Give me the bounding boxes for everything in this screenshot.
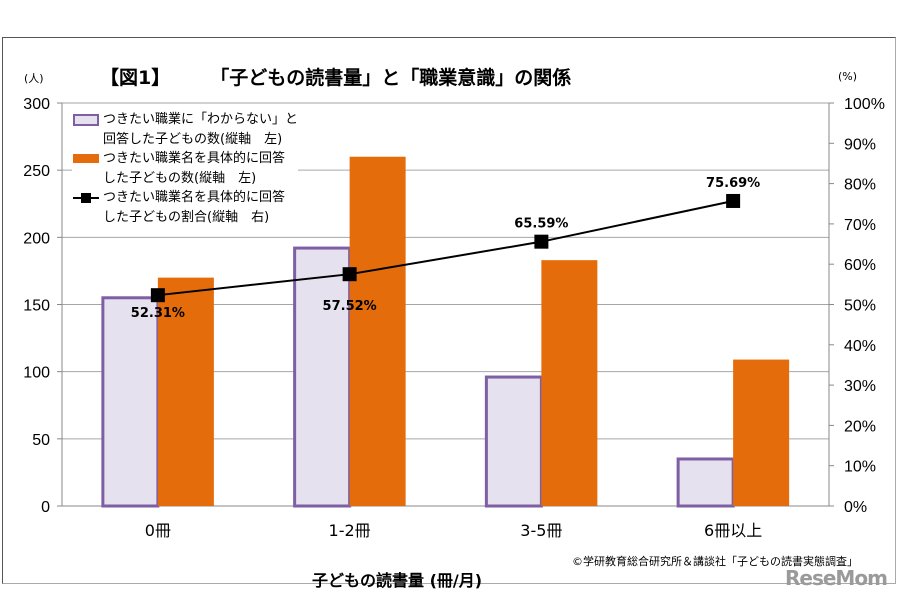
legend-text: つきたい職業名を具体的に回答 (103, 190, 286, 205)
chart-title: 【図1】 「子どもの読書量」と「職業意識」の関係 (100, 67, 572, 89)
legend: つきたい職業に「わからない」と 回答した子どもの数(縦軸 左) つきたい職業名を具… (72, 110, 299, 227)
ratio-data-label: 57.52% (323, 299, 377, 314)
left-tick-label: 50 (32, 432, 50, 449)
right-tick-label: 90% (844, 136, 876, 153)
bar-specific (349, 156, 406, 506)
left-tick-label: 0 (41, 499, 50, 516)
source-note: ©学研教育総合研究所＆講談社「子どもの読書実態調査」 (572, 555, 858, 568)
left-tick-label: 150 (23, 298, 50, 315)
legend-text: つきたい職業に「わからない」と (103, 112, 299, 127)
bar-unknown (676, 457, 735, 508)
bar-unknown (101, 296, 160, 508)
legend-swatch-purple (72, 110, 100, 129)
x-tick-label: 0冊 (145, 521, 171, 540)
ratio-marker (726, 193, 741, 208)
right-tick-label: 20% (844, 418, 876, 435)
legend-swatch-line (72, 188, 100, 207)
watermark-logo: ReseMom (785, 566, 888, 590)
bar-specific (541, 260, 598, 506)
bar-specific (157, 277, 214, 506)
ratio-data-label: 75.69% (706, 176, 760, 191)
legend-text: つきたい職業名を具体的に回答 (103, 151, 286, 166)
ratio-marker (534, 234, 549, 249)
bar-specific (733, 359, 790, 506)
ratio-data-label: 52.31% (131, 306, 185, 321)
legend-item-specific-count: つきたい職業名を具体的に回答 した子どもの数(縦軸 左) (72, 149, 298, 188)
x-tick-label: 3-5冊 (520, 521, 562, 540)
right-tick-label: 40% (844, 338, 876, 355)
legend-text: した子どもの数(縦軸 左) (103, 170, 257, 186)
x-tick-label: 1-2冊 (329, 521, 371, 540)
right-tick-label: 10% (844, 459, 876, 476)
right-tick-label: 30% (844, 378, 876, 395)
right-tick-label: 70% (844, 217, 876, 234)
bar-unknown (293, 246, 352, 508)
ratio-marker (150, 288, 165, 303)
right-axis-unit: (%) (838, 70, 858, 83)
right-tick-label: 0% (844, 499, 867, 516)
right-tick-label: 50% (844, 298, 876, 315)
left-tick-label: 100 (23, 365, 50, 382)
x-tick-label: 6冊以上 (704, 521, 762, 540)
right-tick-label: 80% (844, 177, 876, 194)
bar-unknown (484, 375, 543, 508)
legend-text: 回答した子どもの数(縦軸 左) (103, 131, 283, 147)
right-tick-label: 100% (844, 96, 885, 113)
legend-item-specific-ratio: つきたい職業名を具体的に回答 した子どもの割合(縦軸 右) (72, 188, 298, 227)
left-tick-label: 250 (23, 163, 50, 180)
ratio-marker (342, 267, 357, 282)
legend-item-unknown: つきたい職業に「わからない」と 回答した子どもの数(縦軸 左) (72, 110, 298, 149)
legend-swatch-orange (72, 149, 100, 168)
chart-frame (2, 37, 896, 584)
right-tick-label: 60% (844, 257, 876, 274)
legend-text: した子どもの割合(縦軸 右) (103, 209, 270, 225)
ratio-line (157, 199, 734, 297)
left-axis-unit: (人) (24, 72, 44, 85)
left-tick-label: 300 (23, 96, 50, 113)
x-axis-label: 子どもの読書量 (冊/月) (312, 571, 483, 590)
ratio-data-label: 65.59% (514, 217, 568, 232)
left-tick-label: 200 (23, 230, 50, 247)
